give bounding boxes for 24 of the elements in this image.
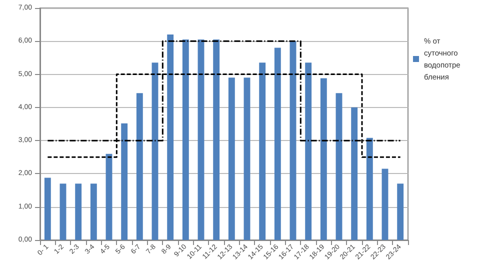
bar bbox=[167, 34, 174, 240]
bar bbox=[382, 168, 388, 240]
bar bbox=[259, 62, 266, 240]
bar bbox=[106, 154, 112, 240]
bar bbox=[90, 184, 97, 240]
bar bbox=[305, 62, 312, 240]
bar bbox=[274, 48, 281, 240]
bar bbox=[44, 178, 51, 240]
bar bbox=[213, 39, 220, 240]
bar bbox=[228, 78, 235, 240]
bar bbox=[60, 184, 66, 240]
bar bbox=[136, 93, 143, 240]
bar bbox=[75, 184, 82, 240]
bar bbox=[290, 41, 296, 240]
bar bbox=[244, 78, 250, 240]
bar bbox=[198, 39, 204, 240]
bar bbox=[121, 123, 128, 240]
bar bbox=[351, 107, 358, 240]
bar bbox=[152, 62, 158, 240]
bar bbox=[397, 184, 404, 240]
bar bbox=[182, 39, 189, 240]
bar bbox=[320, 78, 327, 240]
bar bbox=[336, 93, 342, 240]
bar bbox=[366, 138, 373, 240]
